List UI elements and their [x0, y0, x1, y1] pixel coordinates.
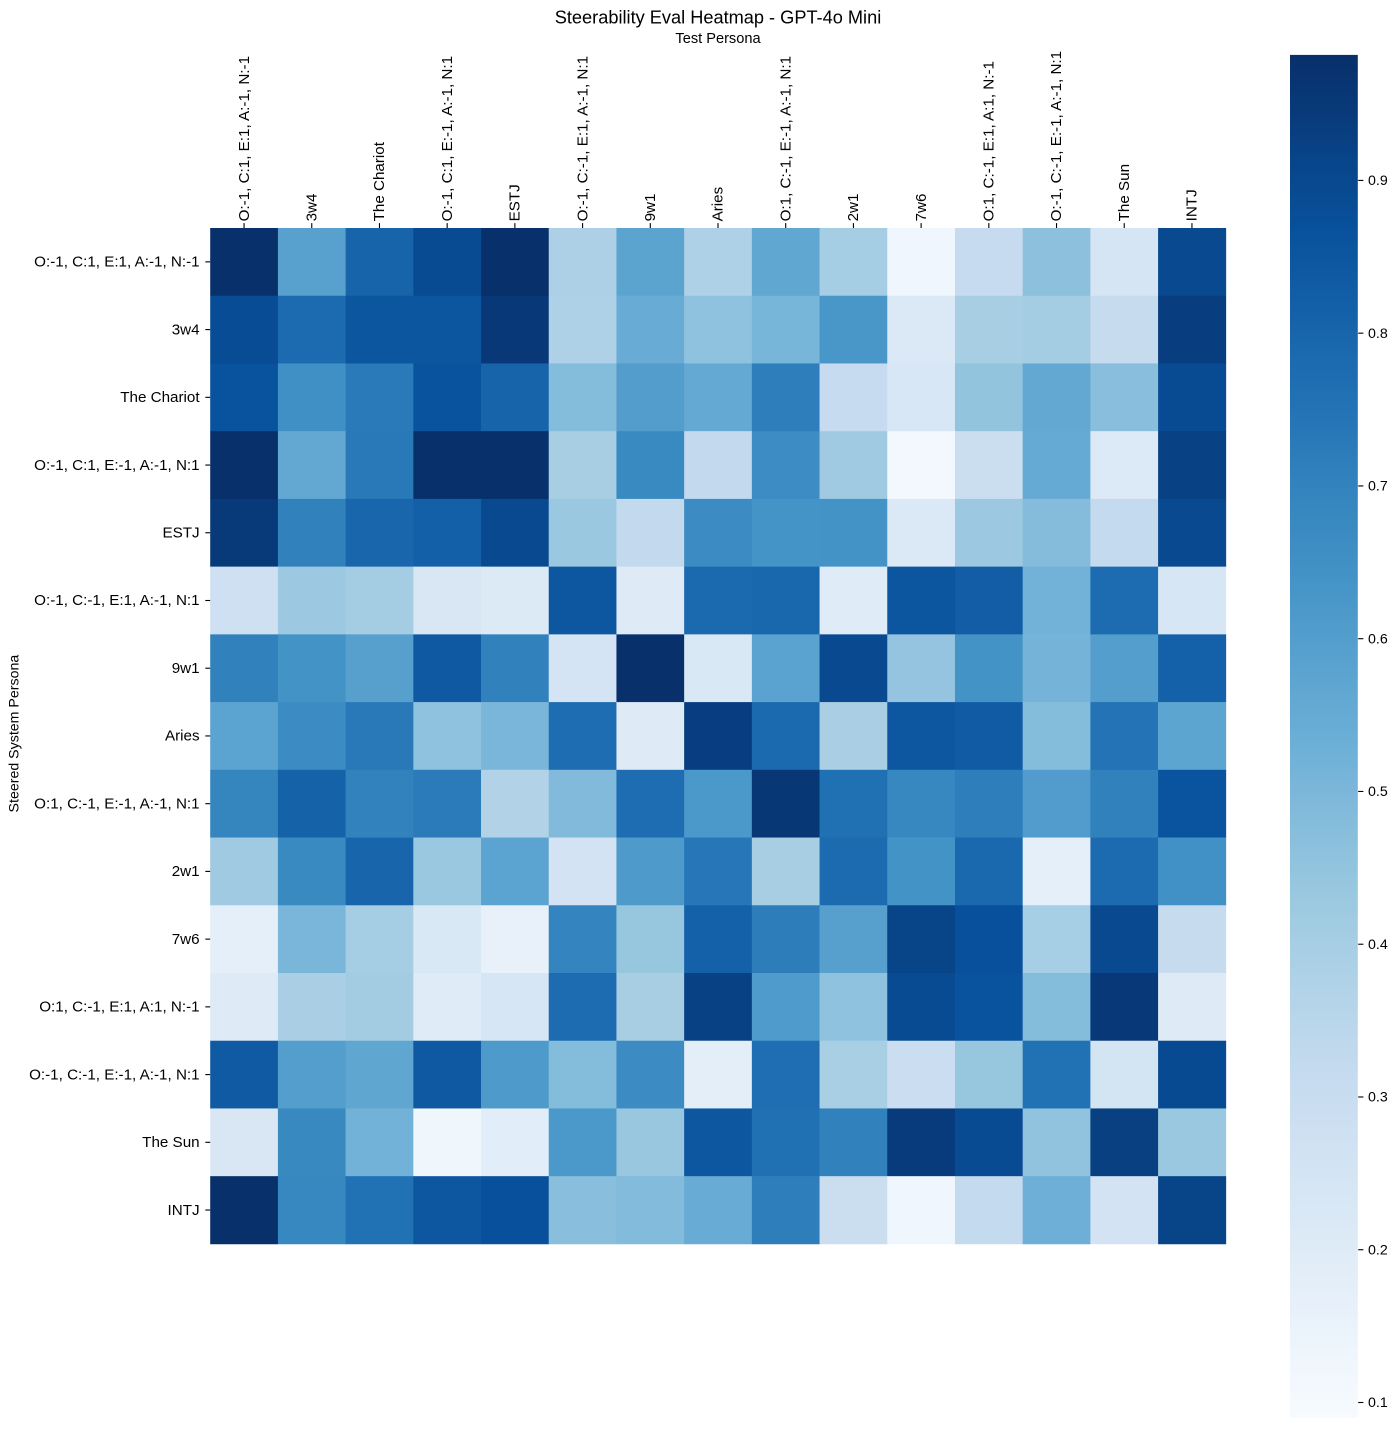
svg-text:9w1: 9w1: [172, 660, 200, 677]
svg-text:0.7: 0.7: [1368, 479, 1388, 495]
svg-text:Aries: Aries: [165, 728, 200, 745]
svg-text:0.1: 0.1: [1368, 1395, 1388, 1411]
svg-text:0.4: 0.4: [1368, 937, 1388, 953]
svg-text:Aries: Aries: [710, 186, 727, 221]
svg-text:O:-1, C:-1, E:1, A:-1, N:1: O:-1, C:-1, E:1, A:-1, N:1: [574, 56, 591, 221]
svg-text:ESTJ: ESTJ: [162, 524, 199, 541]
svg-text:O:-1, C:1, E:-1, A:-1, N:1: O:-1, C:1, E:-1, A:-1, N:1: [439, 56, 456, 221]
svg-text:O:-1, C:1, E:-1, A:-1, N:1: O:-1, C:1, E:-1, A:-1, N:1: [34, 457, 199, 474]
svg-text:2w1: 2w1: [845, 194, 862, 222]
svg-text:3w4: 3w4: [303, 194, 320, 222]
svg-text:O:1, C:-1, E:-1, A:-1, N:1: O:1, C:-1, E:-1, A:-1, N:1: [34, 795, 199, 812]
svg-text:The Chariot: The Chariot: [120, 389, 200, 406]
svg-text:The Chariot: The Chariot: [371, 141, 388, 221]
svg-text:9w1: 9w1: [642, 194, 659, 222]
svg-text:Steered System Persona: Steered System Persona: [7, 655, 23, 813]
svg-text:O:-1, C:1, E:1, A:-1, N:-1: O:-1, C:1, E:1, A:-1, N:-1: [236, 56, 253, 221]
svg-text:INTJ: INTJ: [1184, 189, 1201, 221]
svg-text:0.6: 0.6: [1368, 631, 1388, 647]
svg-text:O:-1, C:-1, E:-1, A:-1, N:1: O:-1, C:-1, E:-1, A:-1, N:1: [1048, 51, 1065, 222]
svg-text:O:1, C:-1, E:1, A:1, N:-1: O:1, C:-1, E:1, A:1, N:-1: [39, 999, 199, 1016]
svg-text:0.3: 0.3: [1368, 1090, 1388, 1106]
svg-text:O:-1, C:-1, E:1, A:-1, N:1: O:-1, C:-1, E:1, A:-1, N:1: [34, 592, 199, 609]
svg-text:2w1: 2w1: [172, 863, 200, 880]
svg-text:The Sun: The Sun: [142, 1134, 199, 1151]
svg-text:0.5: 0.5: [1368, 784, 1388, 800]
svg-text:O:-1, C:-1, E:-1, A:-1, N:1: O:-1, C:-1, E:-1, A:-1, N:1: [29, 1066, 200, 1083]
svg-text:0.8: 0.8: [1368, 326, 1388, 342]
svg-text:ESTJ: ESTJ: [507, 184, 524, 221]
svg-text:The Sun: The Sun: [1116, 164, 1133, 221]
svg-text:INTJ: INTJ: [168, 1202, 200, 1219]
svg-text:7w6: 7w6: [913, 194, 930, 222]
svg-text:3w4: 3w4: [172, 321, 200, 338]
svg-text:0.2: 0.2: [1368, 1242, 1388, 1258]
svg-text:7w6: 7w6: [172, 931, 200, 948]
svg-text:O:1, C:-1, E:-1, A:-1, N:1: O:1, C:-1, E:-1, A:-1, N:1: [777, 56, 794, 221]
svg-text:O:1, C:-1, E:1, A:1, N:-1: O:1, C:-1, E:1, A:1, N:-1: [981, 61, 998, 221]
svg-text:Steerability Eval Heatmap - GP: Steerability Eval Heatmap - GPT-4o Mini: [555, 8, 882, 28]
svg-text:Test Persona: Test Persona: [675, 31, 761, 47]
svg-text:O:-1, C:1, E:1, A:-1, N:-1: O:-1, C:1, E:1, A:-1, N:-1: [34, 254, 199, 271]
svg-text:0.9: 0.9: [1368, 173, 1388, 189]
